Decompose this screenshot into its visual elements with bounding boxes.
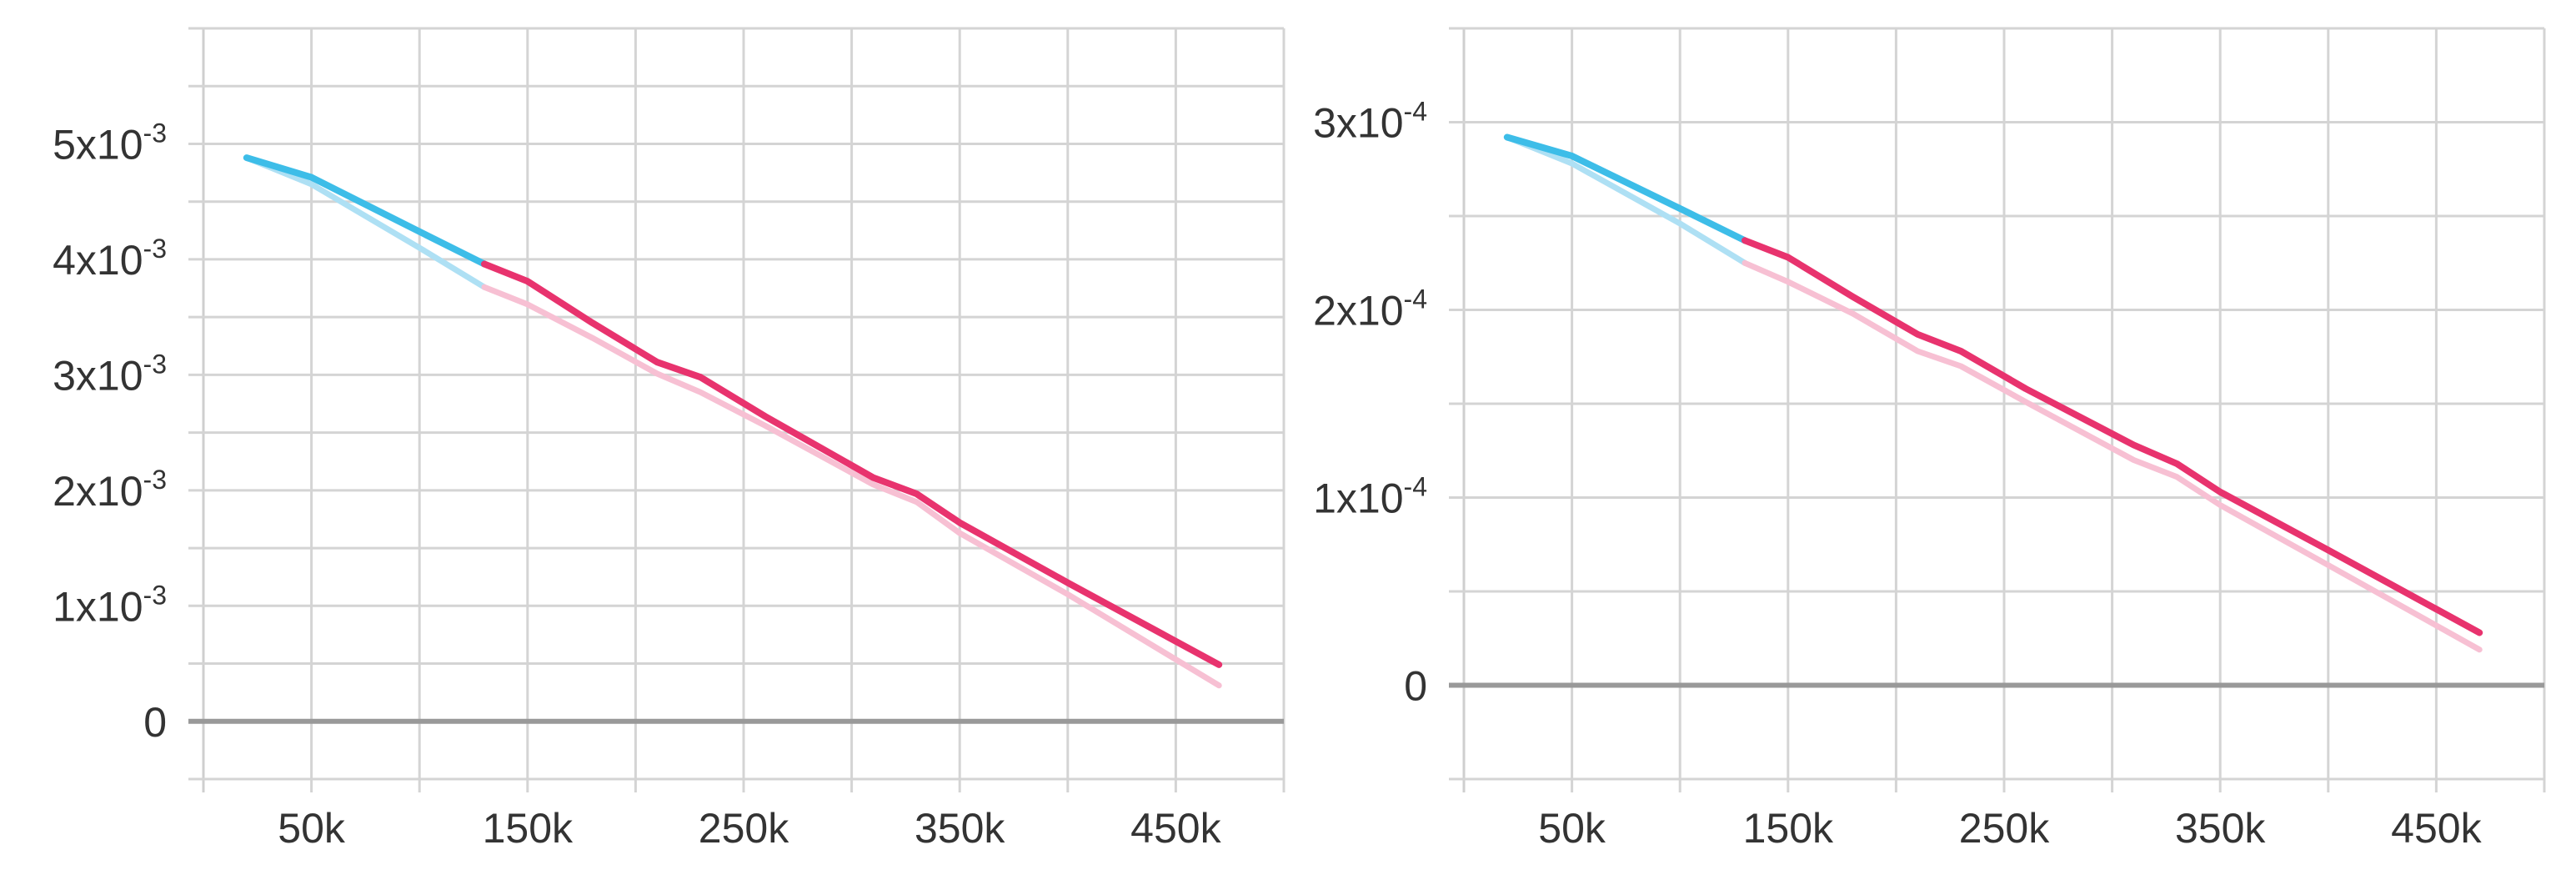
y-tick-label: 0: [143, 699, 167, 746]
series-line-faded: [1742, 259, 2483, 653]
y-tick-label: 1x10-4: [1313, 472, 1427, 522]
y-tick-label: 3x10-4: [1313, 97, 1427, 147]
x-tick-label: 50k: [278, 805, 346, 852]
series-line: [481, 260, 1223, 668]
y-tick-label: 5x10-3: [53, 118, 167, 168]
y-tick-label: 3x10-3: [53, 349, 167, 399]
x-tick-label: 150k: [483, 805, 574, 852]
series-line-faded: [481, 284, 1222, 689]
right-chart-panel: 50k 150k 250k 350k 450k 0 1x10-4 2x10-4 3x10-4: [1313, 27, 2546, 852]
x-tick-label: 250k: [1959, 805, 2050, 852]
series-line-faded: [243, 154, 488, 290]
series-line-faded: [1504, 134, 1748, 266]
y-tick-label: 1x10-3: [53, 580, 167, 630]
x-tick-label: 450k: [2391, 805, 2482, 852]
x-tick-label: 250k: [699, 805, 789, 852]
series-line: [243, 154, 488, 268]
x-tick-label: 450k: [1130, 805, 1221, 852]
y-tick-label: 2x10-4: [1313, 284, 1427, 334]
series-line: [1503, 133, 1748, 244]
left-chart-panel: 50k 150k 250k 350k 450k 0 1x10-3 2x10-3 3x10-3 4x…: [53, 27, 1285, 852]
x-tick-label: 150k: [1743, 805, 1834, 852]
x-tick-label: 350k: [915, 805, 1005, 852]
y-tick-label: 4x10-3: [53, 234, 167, 284]
y-tick-label: 2x10-3: [53, 465, 167, 515]
x-tick-label: 350k: [2175, 805, 2266, 852]
y-tick-label: 0: [1404, 663, 1427, 710]
series-line: [1742, 237, 2483, 636]
x-tick-label: 50k: [1538, 805, 1606, 852]
